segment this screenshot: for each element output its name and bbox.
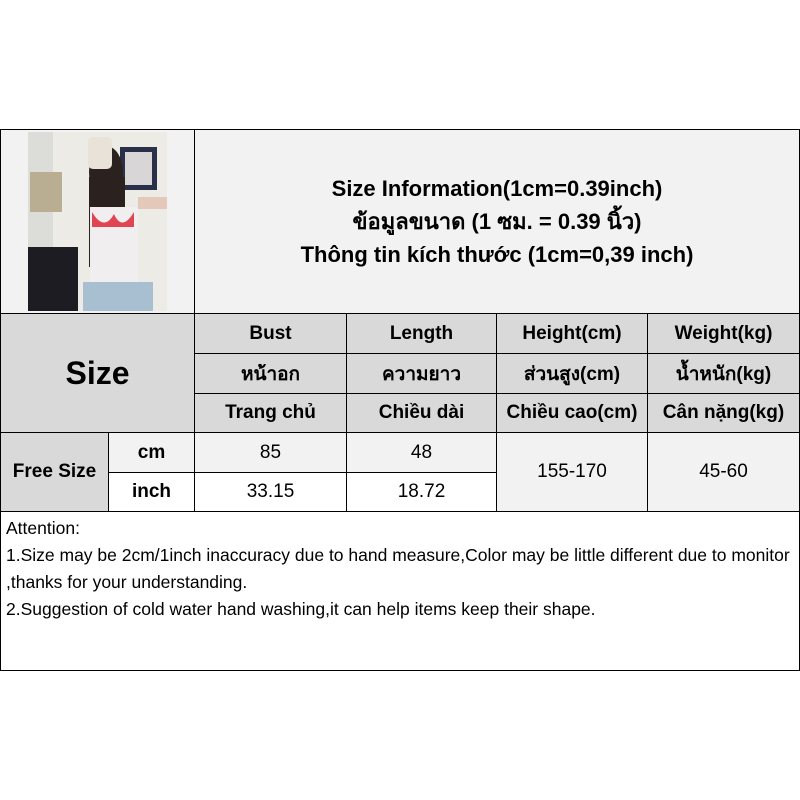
size-information-title: Size Information(1cm=0.39inch) ข้อมูลขนา… [194, 129, 800, 314]
header-bust-vietnamese: Trang chủ [194, 393, 347, 433]
header-weight-thai: น้ำหนัก(kg) [647, 353, 800, 394]
bust-cm: 85 [194, 432, 347, 473]
title-vietnamese: Thông tin kích thước (1cm=0,39 inch) [300, 242, 694, 267]
header-height-vietnamese: Chiều cao(cm) [496, 393, 648, 433]
header-bust: Bust [194, 313, 347, 354]
size-name: Free Size [0, 432, 109, 512]
weight-range: 45-60 [647, 432, 800, 512]
attention-notes: Attention: 1.Size may be 2cm/1inch inacc… [0, 511, 800, 671]
header-bust-thai: หน้าอก [194, 353, 347, 394]
product-photo [28, 132, 167, 311]
attention-heading: Attention: [6, 518, 80, 538]
header-length: Length [346, 313, 497, 354]
header-height-thai: ส่วนสูง(cm) [496, 353, 648, 394]
height-range: 155-170 [496, 432, 648, 512]
attention-note-1: 1.Size may be 2cm/1inch inaccuracy due t… [6, 545, 790, 592]
title-thai: ข้อมูลขนาด (1 ซม. = 0.39 นิ้ว) [352, 209, 642, 234]
header-weight-vietnamese: Cân nặng(kg) [647, 393, 800, 433]
attention-note-2: 2.Suggestion of cold water hand washing,… [6, 599, 596, 619]
title-english: Size Information(1cm=0.39inch) [331, 176, 663, 201]
header-height: Height(cm) [496, 313, 648, 354]
length-cm: 48 [346, 432, 497, 473]
bust-inch: 33.15 [194, 472, 347, 512]
unit-inch: inch [108, 472, 195, 512]
size-label: Size [0, 313, 195, 433]
unit-cm: cm [108, 432, 195, 473]
header-weight: Weight(kg) [647, 313, 800, 354]
header-length-thai: ความยาว [346, 353, 497, 394]
length-inch: 18.72 [346, 472, 497, 512]
header-length-vietnamese: Chiều dài [346, 393, 497, 433]
